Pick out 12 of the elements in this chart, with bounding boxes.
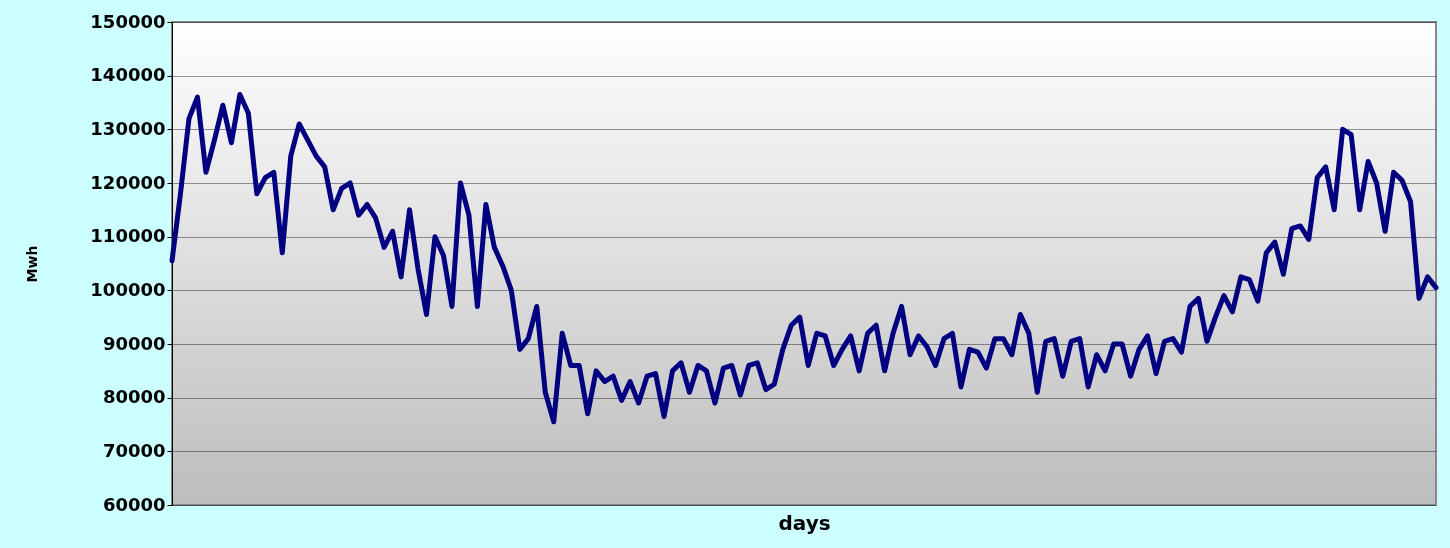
y-tick-label: 110000 (90, 225, 166, 247)
y-tick-label: 120000 (90, 171, 166, 193)
y-tick-label: 70000 (102, 439, 166, 461)
y-tick-label: 80000 (102, 386, 166, 408)
x-axis-title: days (778, 510, 831, 535)
y-tick-label: 140000 (90, 64, 166, 86)
y-tick-label: 60000 (102, 493, 166, 515)
y-tick-label: 90000 (102, 332, 166, 354)
y-tick-label: 130000 (90, 117, 166, 139)
y-tick-label: 150000 (90, 10, 166, 32)
y-axis-title: Mwh (24, 245, 41, 283)
y-tick-label: 100000 (90, 278, 166, 300)
